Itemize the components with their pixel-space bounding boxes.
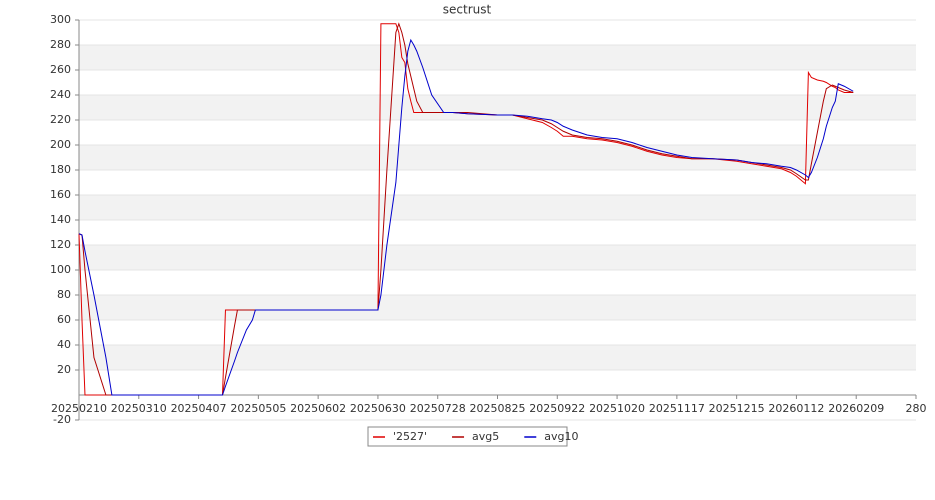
series-line — [78, 38, 854, 396]
y-tick-label: 220 — [50, 113, 71, 126]
y-tick-label: 160 — [50, 188, 71, 201]
x-tick-label: 20250630 — [350, 402, 406, 415]
x-tick-label: 20250505 — [230, 402, 286, 415]
grid-band — [79, 95, 916, 120]
y-tick-label: -20 — [53, 413, 71, 426]
y-tick-label: 60 — [57, 313, 71, 326]
x-tick-label: 20250210 — [51, 402, 107, 415]
x-tick-label: 20250407 — [171, 402, 227, 415]
y-tick-label: 120 — [50, 238, 71, 251]
legend-label: avg5 — [472, 430, 499, 443]
series-line — [78, 22, 854, 396]
x-tick-label: 20260209 — [828, 402, 884, 415]
x-tick-label: 20260112 — [768, 402, 824, 415]
grid-band — [79, 195, 916, 220]
grid-band — [79, 345, 916, 370]
y-tick-label: 180 — [50, 163, 71, 176]
grid-band — [79, 295, 916, 320]
y-tick-label: 80 — [57, 288, 71, 301]
x-tick-label: 20250922 — [529, 402, 585, 415]
x-tick-label: 280 — [906, 402, 927, 415]
legend-label: avg10 — [544, 430, 578, 443]
grid-band — [79, 45, 916, 70]
chart-title: sectrust — [443, 3, 492, 17]
legend-box — [367, 426, 568, 447]
x-tick-label: 20250602 — [290, 402, 346, 415]
x-tick-label: 20251020 — [589, 402, 645, 415]
x-tick-label: 20251215 — [709, 402, 765, 415]
y-tick-label: 300 — [50, 13, 71, 26]
x-tick-label: 20250310 — [111, 402, 167, 415]
x-tick-label: 20251117 — [649, 402, 705, 415]
grid-band — [79, 245, 916, 270]
x-tick-label: 20250825 — [470, 402, 526, 415]
y-tick-label: 20 — [57, 363, 71, 376]
y-tick-label: 40 — [57, 338, 71, 351]
y-tick-label: 240 — [50, 88, 71, 101]
y-tick-label: 200 — [50, 138, 71, 151]
y-tick-label: 100 — [50, 263, 71, 276]
x-tick-label: 20250728 — [410, 402, 466, 415]
grid-band — [79, 145, 916, 170]
y-tick-label: 140 — [50, 213, 71, 226]
legend-label: '2527' — [393, 430, 427, 443]
y-tick-label: 280 — [50, 38, 71, 51]
y-tick-label: 260 — [50, 63, 71, 76]
